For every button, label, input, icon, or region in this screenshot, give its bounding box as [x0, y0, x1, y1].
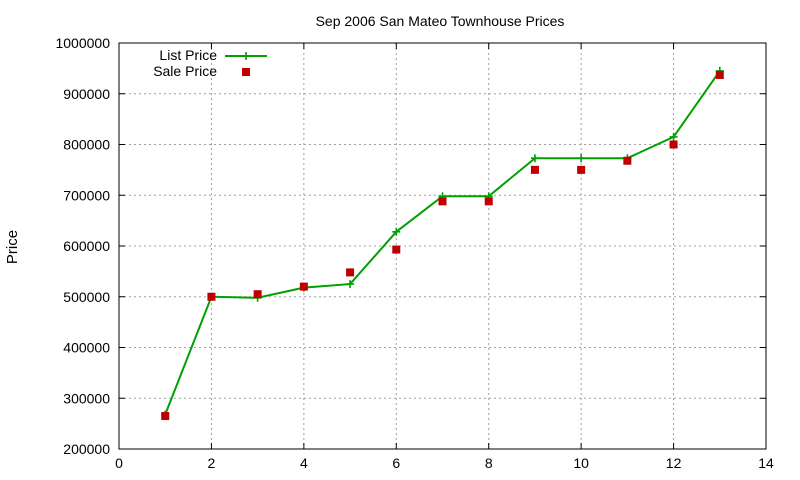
x-tick-label: 4 — [300, 455, 308, 471]
sale-price-point — [392, 245, 401, 254]
plot-frame — [118, 42, 767, 450]
y-tick-label: 700000 — [63, 187, 110, 203]
y-tick-label: 600000 — [63, 238, 110, 254]
sale-price-point — [669, 140, 678, 149]
sale-price-point — [346, 268, 355, 277]
x-tick-label: 6 — [392, 455, 400, 471]
y-tick-label: 800000 — [63, 137, 110, 153]
sale-price-point — [715, 70, 724, 79]
x-tick-label: 0 — [115, 455, 123, 471]
list-price-point — [577, 154, 586, 163]
sale-price-point — [484, 197, 493, 206]
x-tick-label: 2 — [208, 455, 216, 471]
chart-title: Sep 2006 San Mateo Townhouse Prices — [316, 13, 565, 29]
sale-price-point — [207, 292, 216, 301]
sale-price-point — [623, 156, 632, 165]
grid — [119, 43, 766, 449]
list-price-point — [530, 154, 539, 163]
legend-marker-list-price — [242, 52, 250, 60]
sale-price-point — [253, 290, 262, 299]
sale-price-point — [530, 165, 539, 174]
x-tick-label: 8 — [485, 455, 493, 471]
y-tick-label: 200000 — [63, 441, 110, 457]
plot-series — [161, 66, 724, 421]
x-tick-label: 14 — [758, 455, 774, 471]
y-axis-label: Price — [4, 230, 21, 264]
sale-price-point — [577, 165, 586, 174]
x-tick-label: 10 — [573, 455, 589, 471]
legend-marker-sale-price — [242, 68, 250, 76]
list-price-point — [346, 280, 355, 289]
legend-label-list-price: List Price — [159, 47, 217, 63]
y-tick-label: 400000 — [63, 340, 110, 356]
list-price-point — [669, 132, 678, 141]
sale-price-point — [438, 197, 447, 206]
legend-label-sale-price: Sale Price — [153, 63, 217, 79]
y-tick-label: 500000 — [63, 289, 110, 305]
sale-price-point — [161, 412, 170, 421]
axes: 0 2 4 6 8 10 12 14 200000 300000 400000 500000 60000… — [55, 35, 774, 471]
y-tick-label: 300000 — [63, 390, 110, 406]
x-tick-label: 12 — [666, 455, 682, 471]
list-price-line — [164, 70, 721, 415]
sale-price-point — [299, 282, 308, 291]
y-tick-label: 900000 — [63, 86, 110, 102]
y-tick-label: 1000000 — [55, 35, 110, 51]
list-price-point — [392, 227, 401, 236]
